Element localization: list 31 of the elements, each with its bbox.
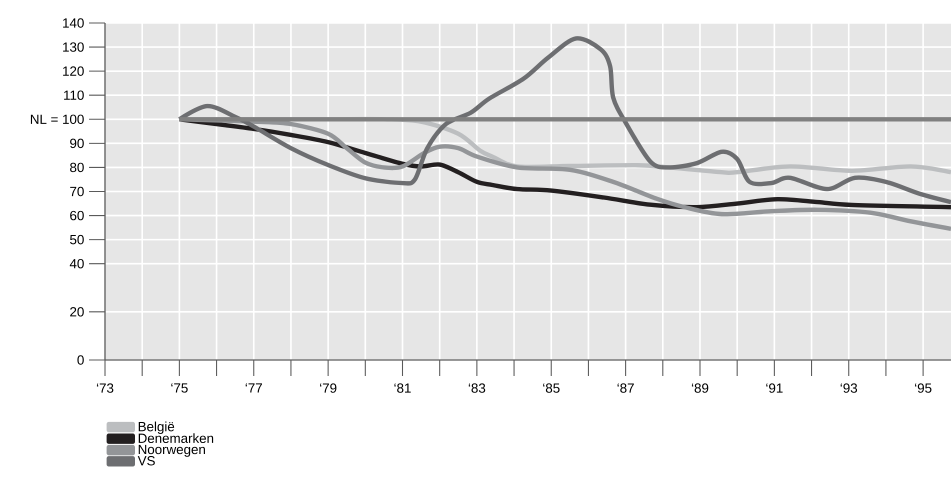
x-tick-label: ‘93 [840, 383, 858, 393]
y-tick-label: 90 [70, 138, 84, 148]
line-series [177, 36, 951, 204]
x-tick-label: ‘89 [692, 383, 708, 393]
y-tick-label: 50 [70, 234, 84, 244]
y-tick-label: 60 [70, 210, 84, 220]
x-tick-label: ‘73 [96, 383, 114, 393]
x-tick-label: ‘87 [618, 383, 634, 393]
x-tick-label: ‘85 [543, 383, 560, 393]
legend-label: Noorwegen [138, 444, 205, 457]
y-tick-label: 20 [70, 307, 84, 317]
y-tick-label: 120 [63, 66, 84, 76]
y-tick-label: 40 [70, 258, 84, 268]
legend-label: België [138, 422, 174, 434]
y-tick-label: NL = 100 [30, 114, 84, 124]
y-tick-label: 80 [70, 162, 84, 172]
y-tick-label: 70 [70, 186, 84, 196]
x-tick-label: ‘79 [320, 383, 336, 393]
x-tick-label: ‘91 [766, 383, 783, 393]
y-tick-label: 0 [77, 355, 84, 365]
y-tick-label: 110 [64, 90, 84, 100]
x-tick-label: ‘75 [171, 383, 188, 393]
x-tick-label: ‘77 [246, 383, 262, 393]
y-tick-label: 140 [63, 18, 84, 28]
x-tick-label: ‘95 [915, 383, 932, 393]
legend-label: VS [138, 456, 155, 466]
line-series [177, 117, 951, 210]
x-tick-label: ‘81 [394, 383, 411, 393]
y-tick-label: 130 [63, 42, 84, 52]
legend-label: Denemarken [138, 433, 214, 443]
x-tick-label: ‘83 [468, 383, 486, 393]
